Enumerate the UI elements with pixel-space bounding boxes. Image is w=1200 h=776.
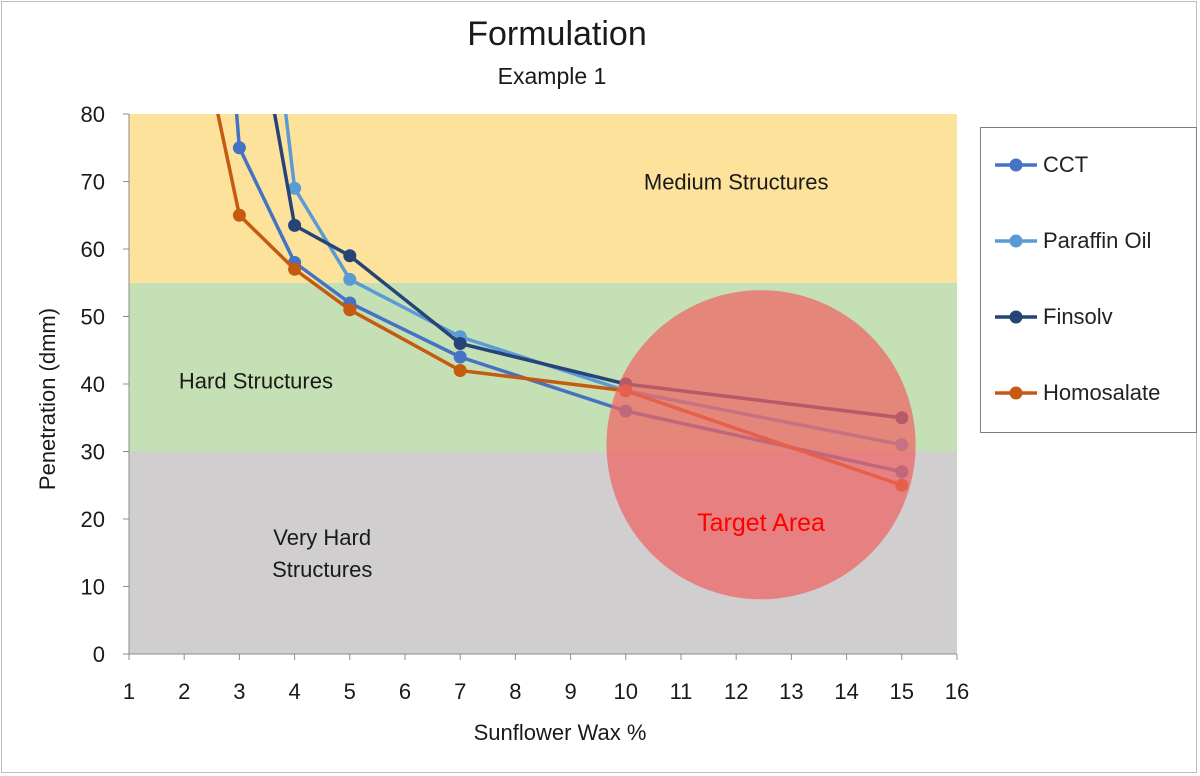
series-point-paraffin-oil-1: [288, 181, 302, 195]
series-point-homosalate-1: [232, 208, 246, 222]
y-tick-label-3: 30: [81, 440, 105, 465]
x-tick-label-9: 10: [614, 679, 638, 704]
y-tick-label-1: 10: [81, 575, 105, 600]
x-tick-label-11: 12: [724, 679, 748, 704]
x-tick-label-0: 1: [123, 679, 135, 704]
x-tick-label-8: 9: [564, 679, 576, 704]
band-label-0-1: Structures: [272, 557, 372, 582]
x-axis-label: Sunflower Wax %: [474, 720, 647, 745]
y-tick-label-0: 0: [93, 642, 105, 667]
x-tick-label-7: 8: [509, 679, 521, 704]
y-tick-label-8: 80: [81, 102, 105, 127]
x-tick-label-2: 3: [233, 679, 245, 704]
x-tick-label-1: 2: [178, 679, 190, 704]
series-point-finsolv-3: [453, 337, 467, 350]
legend-item-paraffin-oil: Paraffin Oil: [993, 226, 1151, 256]
chart-legend: CCT Paraffin Oil Finsolv Homosalate: [980, 127, 1197, 433]
band-label-0-0: Very Hard: [273, 525, 371, 550]
y-axis-label: Penetration (dmm): [35, 308, 60, 490]
band-2: [129, 114, 957, 283]
chart-subtitle: Example 1: [498, 63, 607, 89]
x-tick-label-13: 14: [834, 679, 858, 704]
series-point-homosalate-3: [343, 303, 357, 317]
y-tick-label-5: 50: [81, 305, 105, 330]
target-layer: Target Area: [606, 290, 916, 600]
legend-swatch: [995, 234, 1037, 248]
legend-swatch: [995, 158, 1037, 172]
x-tick-label-15: 16: [945, 679, 969, 704]
series-point-cct-4: [453, 350, 467, 364]
series-point-homosalate-2: [288, 262, 302, 276]
y-tick-label-2: 20: [81, 507, 105, 532]
series-point-paraffin-oil-2: [343, 272, 357, 286]
series-point-homosalate-4: [453, 364, 467, 377]
series-point-finsolv-1: [288, 218, 302, 232]
legend-swatch: [995, 310, 1037, 324]
x-tick-label-12: 13: [779, 679, 803, 704]
band-label-1-0: Hard Structures: [179, 369, 333, 394]
legend-label: Finsolv: [1043, 304, 1113, 329]
legend-label: Homosalate: [1043, 380, 1161, 405]
series-point-finsolv-2: [343, 249, 357, 263]
y-tick-label-7: 70: [81, 170, 105, 195]
y-tick-label-4: 40: [81, 372, 105, 397]
legend-item-finsolv: Finsolv: [993, 302, 1113, 332]
x-tick-label-3: 4: [288, 679, 300, 704]
labels-layer: Very Hard Structures Hard Structures Medium…: [179, 170, 829, 582]
target-area-circle: [606, 290, 916, 600]
x-tick-label-14: 15: [890, 679, 914, 704]
legend-item-homosalate: Homosalate: [993, 378, 1160, 408]
x-tick-label-5: 6: [399, 679, 411, 704]
band-label-2-0: Medium Structures: [644, 170, 829, 195]
x-tick-label-6: 7: [454, 679, 466, 704]
legend-swatch: [995, 386, 1037, 400]
x-tick-label-10: 11: [670, 679, 693, 704]
x-tick-label-4: 5: [344, 679, 356, 704]
y-tick-label-6: 60: [81, 237, 105, 262]
target-area-label: Target Area: [697, 509, 825, 537]
series-point-cct-1: [232, 141, 246, 155]
legend-item-cct: CCT: [993, 150, 1088, 180]
legend-label: Paraffin Oil: [1043, 228, 1152, 253]
chart-title: Formulation: [467, 15, 647, 53]
legend-label: CCT: [1043, 152, 1089, 177]
